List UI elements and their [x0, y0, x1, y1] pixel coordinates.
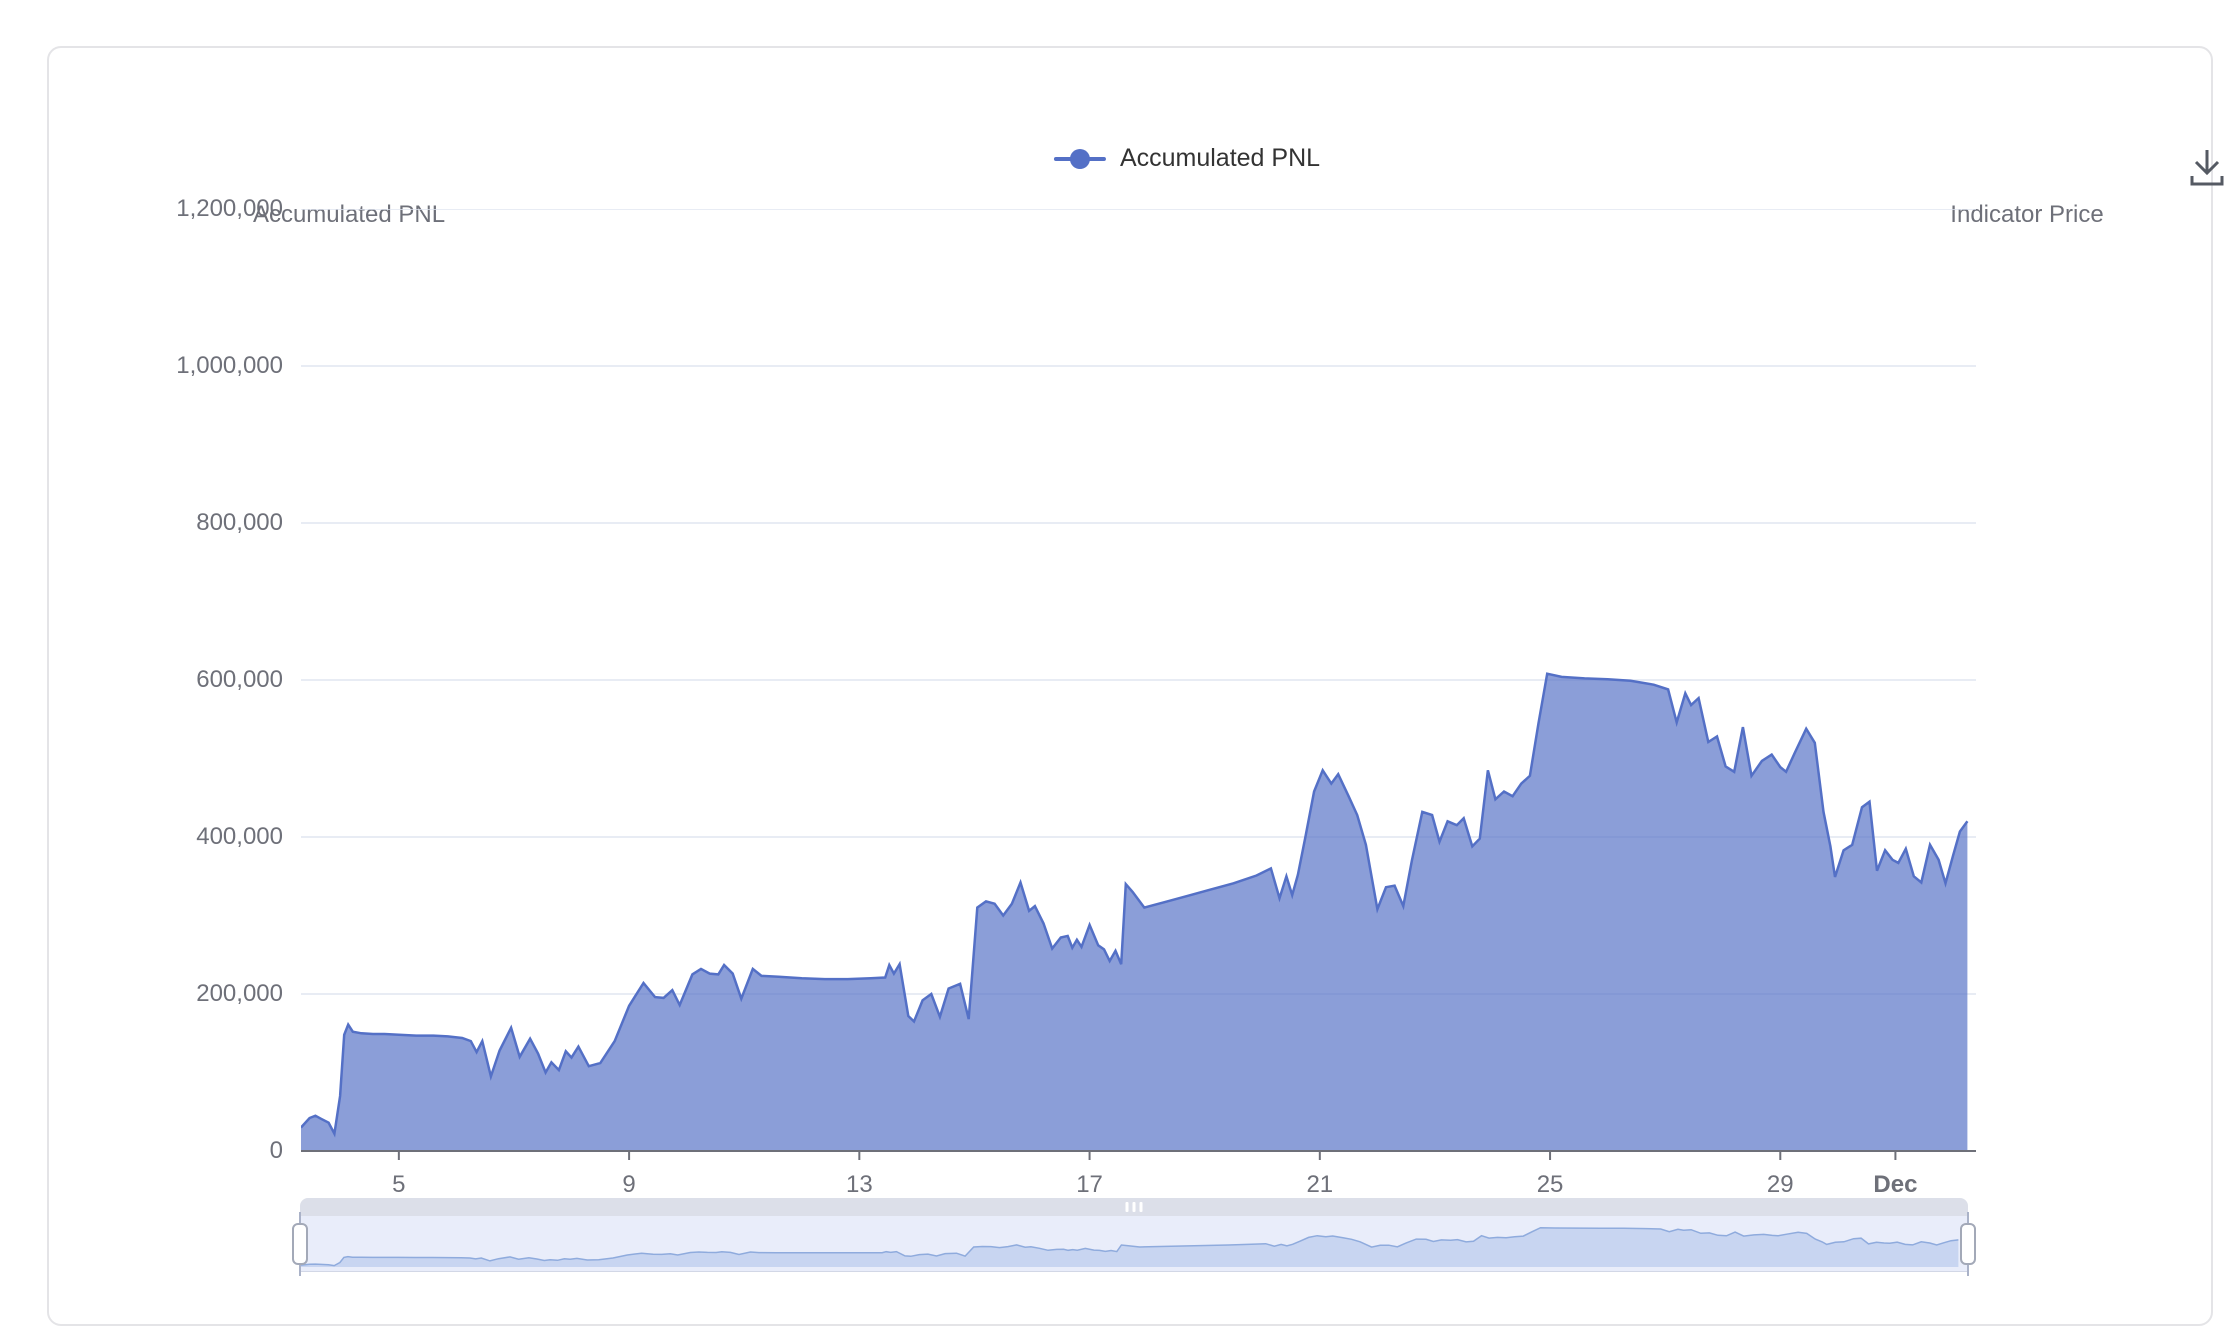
y-tick-label: 1,000,000	[176, 352, 283, 379]
datazoom-left-handle[interactable]	[292, 1223, 308, 1265]
datazoom-right-handle[interactable]	[1960, 1223, 1976, 1265]
y-tick-label: 1,200,000	[176, 195, 283, 222]
legend-label: Accumulated PNL	[1119, 144, 1321, 172]
y-tick-label: 0	[269, 1137, 283, 1164]
minimap-line	[300, 1226, 1959, 1267]
download-arrow-tray-icon	[2190, 150, 2224, 186]
x-tick-label: 17	[1076, 1171, 1103, 1198]
legend-line-marker-icon	[1053, 148, 1106, 169]
pnl-area-fill	[301, 673, 1968, 1151]
x-tick-label: 13	[845, 1171, 873, 1198]
y-tick-label: 800,000	[196, 509, 283, 536]
x-tick-label: Dec	[1873, 1171, 1918, 1198]
y-tick-label: 600,000	[196, 666, 283, 693]
slider-grip-icon[interactable]	[1125, 1202, 1143, 1212]
y-tick-label: 400,000	[196, 823, 283, 850]
right-axis-title: Indicator Price	[1950, 201, 2104, 228]
datazoom-slider[interactable]	[292, 1198, 1976, 1276]
x-tick-label: 25	[1536, 1171, 1564, 1198]
pnl-line	[301, 672, 1969, 1138]
x-tick-label: 9	[622, 1171, 636, 1198]
datazoom-selected-area[interactable]	[300, 1216, 1968, 1272]
datazoom-track-strip[interactable]	[300, 1198, 1968, 1216]
datazoom-minimap	[300, 1226, 1959, 1267]
x-tick-label: 21	[1306, 1171, 1334, 1198]
x-tick-label: 5	[392, 1171, 406, 1198]
minimap-area-fill	[301, 1227, 1959, 1267]
main-chart-plot-area[interactable]	[301, 209, 1976, 1163]
x-tick-label: 29	[1766, 1171, 1794, 1198]
x-axis-ticks	[397, 1151, 1897, 1160]
legend-item-accumulated-pnl[interactable]: Accumulated PNL	[1053, 144, 1321, 173]
left-axis-title: Accumulated PNL	[252, 201, 446, 228]
y-tick-label: 200,000	[196, 980, 283, 1007]
download-icon[interactable]	[2181, 142, 2228, 194]
